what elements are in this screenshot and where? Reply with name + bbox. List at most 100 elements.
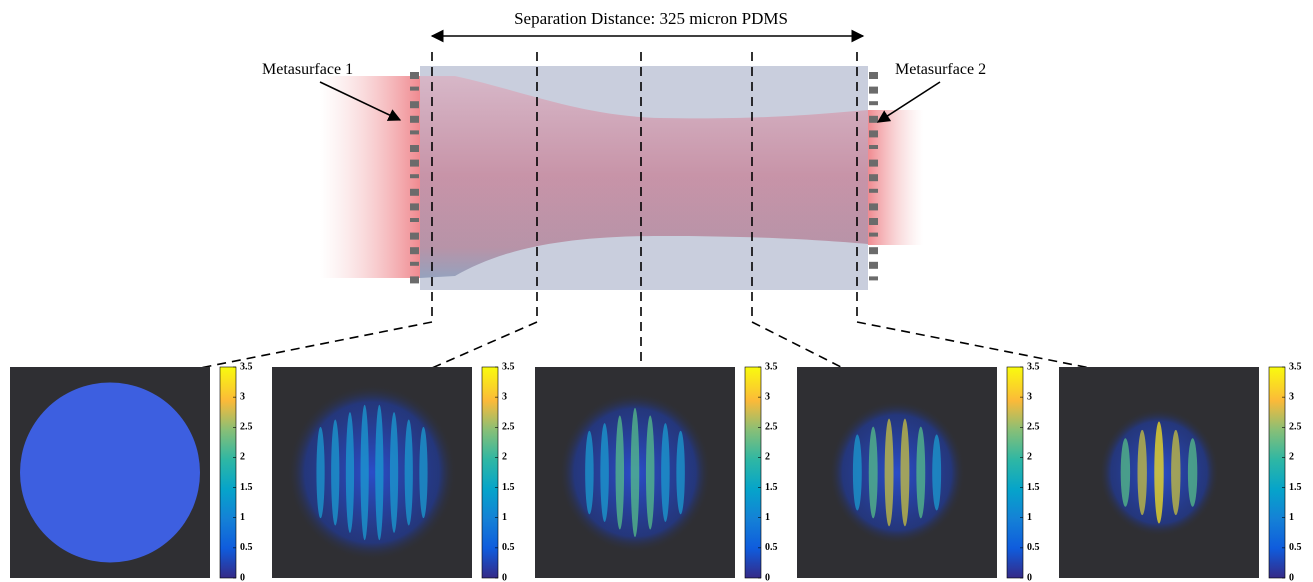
- panel: 0 0.5 1 1.5 2 2.5 3 3.5: [797, 361, 1040, 582]
- colorbar-tick-label: 3.5: [240, 361, 253, 372]
- pillar: [869, 189, 878, 193]
- colorbar-tick-label: 0.5: [1289, 542, 1302, 553]
- uniform-disc: [20, 383, 200, 563]
- colorbar-tick-label: 0.5: [1027, 542, 1040, 553]
- colorbar-tick-label: 0: [1289, 572, 1294, 582]
- pillar: [410, 189, 419, 196]
- colorbar: [745, 367, 761, 578]
- colorbar-tick-label: 3.5: [1289, 361, 1302, 372]
- colorbar-tick-label: 1: [240, 512, 245, 523]
- fringe: [600, 423, 609, 522]
- pillar: [410, 174, 419, 178]
- colorbar-tick-label: 0.5: [765, 542, 778, 553]
- fringe: [585, 431, 594, 515]
- fringe: [916, 427, 925, 519]
- pillar: [410, 145, 419, 152]
- colorbar-tick-label: 1.5: [1289, 482, 1302, 493]
- pillar: [410, 233, 419, 240]
- colorbar-tick-label: 0: [502, 572, 507, 582]
- figure: Separation Distance: 325 micron PDMS Met…: [0, 0, 1313, 582]
- pillar: [869, 145, 878, 149]
- pillar: [410, 87, 419, 91]
- colorbar-tick-label: 2.5: [1289, 422, 1302, 433]
- colorbar: [1007, 367, 1023, 578]
- label-metasurface-1: Metasurface 1: [262, 61, 353, 78]
- colorbar: [482, 367, 498, 578]
- colorbar-tick-label: 1: [1027, 512, 1032, 523]
- pillar: [410, 160, 419, 167]
- colorbar-tick-label: 1: [1289, 512, 1294, 523]
- fringe: [1171, 430, 1180, 515]
- fringe: [1188, 438, 1197, 506]
- fringe: [869, 427, 878, 519]
- colorbar-tick-label: 3: [240, 391, 245, 402]
- colorbar-tick-label: 0: [240, 572, 245, 582]
- colorbar: [1269, 367, 1285, 578]
- pillar: [410, 130, 419, 134]
- pillar: [869, 87, 878, 94]
- colorbar-tick-label: 1.5: [765, 482, 778, 493]
- pillar: [869, 72, 878, 79]
- pillar: [410, 116, 419, 123]
- intensity-image: [288, 385, 456, 561]
- panel: 0 0.5 1 1.5 2 2.5 3 3.5: [1059, 361, 1302, 582]
- panel: 00.511.522.533.5: [272, 361, 515, 582]
- fringe: [661, 423, 670, 522]
- colorbar-tick-label: 3.5: [765, 361, 778, 372]
- colorbar-tick-label: 0: [1027, 572, 1032, 582]
- fringe: [932, 435, 941, 511]
- fringe: [646, 416, 655, 530]
- glow: [288, 385, 456, 561]
- pillar: [410, 203, 419, 210]
- colorbar-tick-label: 1: [502, 512, 507, 523]
- colorbar-tick-label: 1.5: [1027, 482, 1040, 493]
- colorbar-tick-label: 3.5: [502, 361, 515, 372]
- colorbar-tick-label: 2.5: [765, 422, 778, 433]
- fringe: [390, 412, 398, 533]
- fringe: [361, 405, 369, 540]
- fringe: [900, 419, 909, 527]
- colorbar-tick-label: 3: [1027, 391, 1032, 402]
- pillar: [869, 101, 878, 105]
- colorbar-tick-label: 2: [1027, 452, 1032, 463]
- panel: 00.511.522.533.5: [10, 361, 253, 582]
- colorbar-tick-label: 2: [765, 452, 770, 463]
- fringe: [346, 412, 354, 533]
- pillar: [410, 101, 419, 108]
- pillar: [410, 247, 419, 254]
- fringe: [616, 416, 625, 530]
- fringe: [419, 427, 427, 518]
- pillar: [410, 218, 419, 222]
- colorbar-tick-label: 3.5: [1027, 361, 1040, 372]
- colorbar-tick-label: 2.5: [502, 422, 515, 433]
- pillar: [869, 116, 878, 123]
- intensity-image: [1099, 409, 1219, 537]
- glow: [829, 401, 965, 545]
- pillar: [869, 130, 878, 137]
- intensity-image: [20, 383, 200, 563]
- colorbar-tick-label: 1.5: [502, 482, 515, 493]
- pillar: [869, 262, 878, 269]
- colorbar-tick-label: 3: [502, 391, 507, 402]
- pillar: [410, 276, 419, 283]
- colorbar-tick-label: 2.5: [240, 422, 253, 433]
- fringe: [375, 405, 383, 540]
- fringe: [1137, 430, 1146, 515]
- colorbar: [220, 367, 236, 578]
- colorbar-tick-label: 2.5: [1027, 422, 1040, 433]
- fringe: [1154, 422, 1163, 524]
- colorbar-tick-label: 0.5: [502, 542, 515, 553]
- fringe: [631, 408, 640, 537]
- fringe: [885, 419, 894, 527]
- panels: 0 0.5 1 1.5 2 2.5 3 3.5 0 0.5 1 1.5 2 2.5 3 3.5 0 0.5 1 1.5…: [10, 361, 1302, 582]
- fringe: [405, 419, 413, 525]
- pillar: [869, 218, 878, 225]
- colorbar-tick-label: 0: [765, 572, 770, 582]
- colorbar-tick-label: 3: [1289, 391, 1294, 402]
- pillar: [410, 72, 419, 79]
- panel: 00.511.522.533.5: [535, 361, 778, 582]
- title: Separation Distance: 325 micron PDMS: [514, 9, 788, 28]
- colorbar-tick-label: 2: [1289, 452, 1294, 463]
- pillar: [869, 233, 878, 237]
- fringe: [1121, 438, 1130, 506]
